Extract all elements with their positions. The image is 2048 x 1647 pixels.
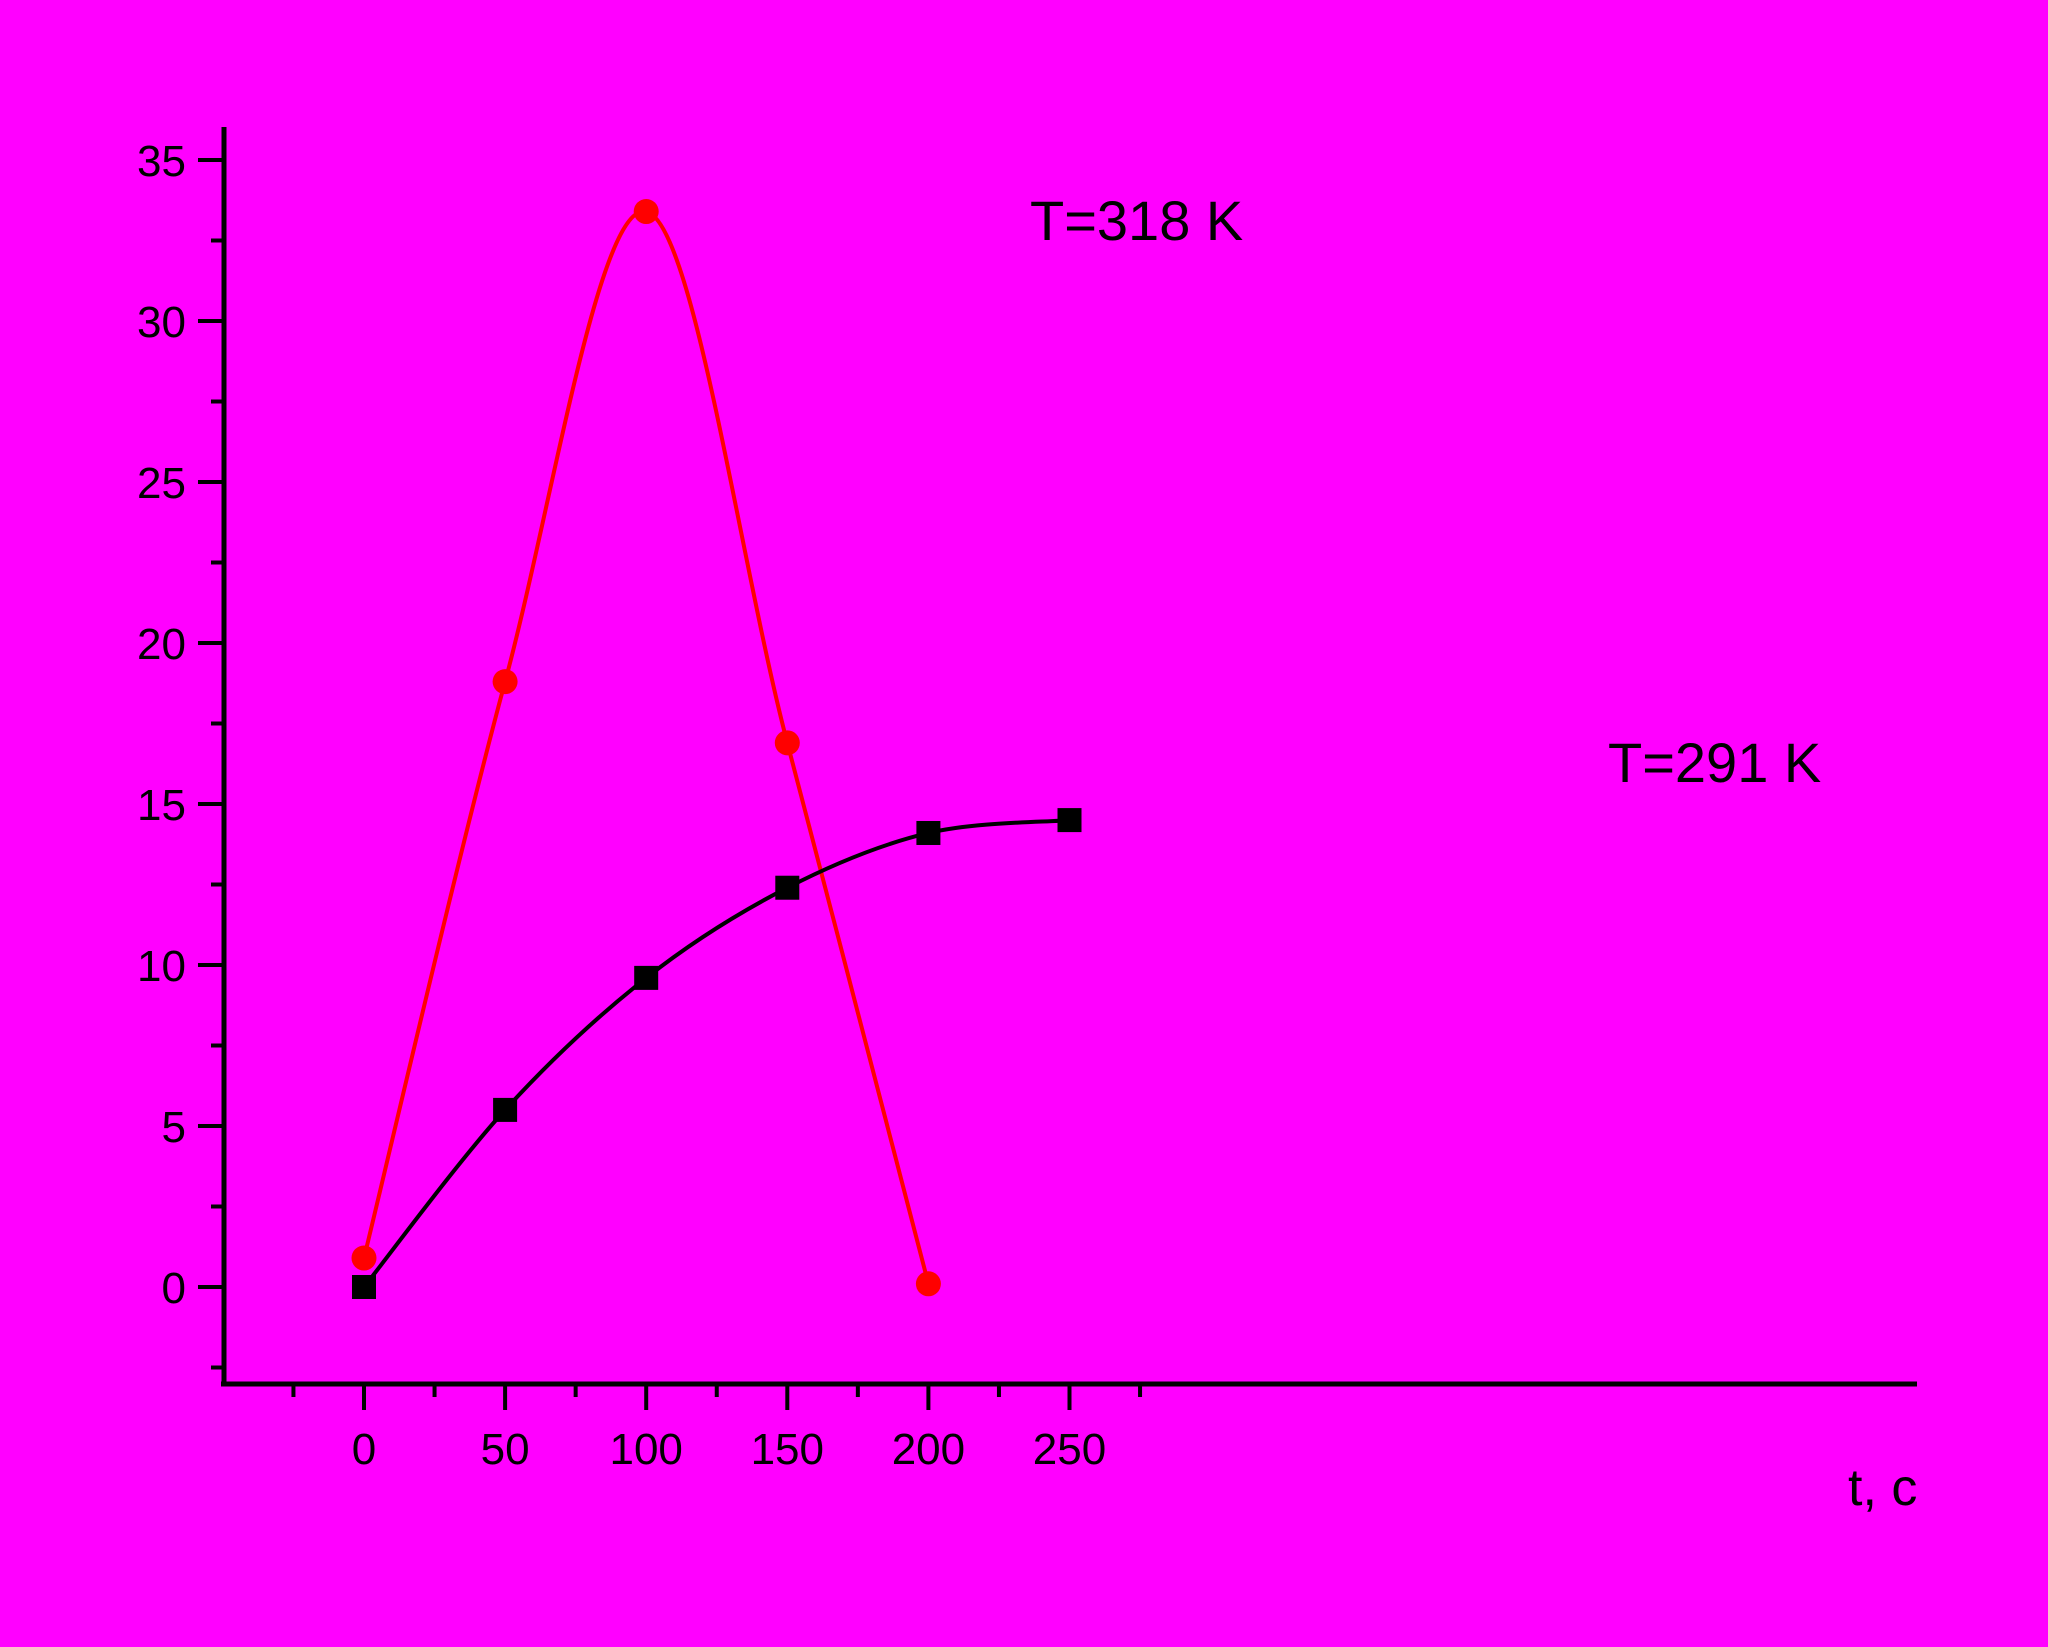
data-point-circle: [351, 1245, 377, 1271]
series-markers: [351, 199, 1082, 1299]
series-label-t291: T=291 K: [1608, 731, 1821, 794]
y-tick-label: 35: [137, 137, 186, 186]
series-label-t318: T=318 K: [1030, 189, 1243, 252]
y-tick-label: 0: [162, 1264, 186, 1313]
y-tick-label: 10: [137, 942, 186, 991]
data-point-circle: [492, 669, 518, 695]
y-tick-label: 30: [137, 298, 186, 347]
data-point-square: [775, 875, 800, 900]
data-point-square: [1057, 808, 1082, 833]
data-point-square: [634, 965, 659, 990]
data-point-square: [916, 820, 941, 845]
data-point-square: [493, 1097, 518, 1122]
x-tick-label: 200: [892, 1425, 965, 1474]
y-tick-label: 15: [137, 781, 186, 830]
data-point-circle: [915, 1271, 941, 1297]
axes: [198, 127, 1917, 1410]
x-tick-label: 250: [1033, 1425, 1106, 1474]
x-axis-title: t, c: [1848, 1459, 1917, 1517]
data-point-circle: [633, 199, 659, 225]
data-point-square: [352, 1275, 376, 1299]
x-tick-label: 0: [352, 1425, 376, 1474]
y-tick-label: 5: [162, 1103, 186, 1152]
data-point-circle: [774, 730, 800, 756]
x-tick-label: 100: [609, 1425, 682, 1474]
x-tick-label: 50: [481, 1425, 530, 1474]
labels: 0 5 10 15 20 25 30 35 0 50 100 150 200 250 t, c T=318 K…: [137, 137, 1917, 1517]
x-tick-label: 150: [751, 1425, 824, 1474]
y-tick-label: 20: [137, 620, 186, 669]
y-tick-label: 25: [137, 459, 186, 508]
